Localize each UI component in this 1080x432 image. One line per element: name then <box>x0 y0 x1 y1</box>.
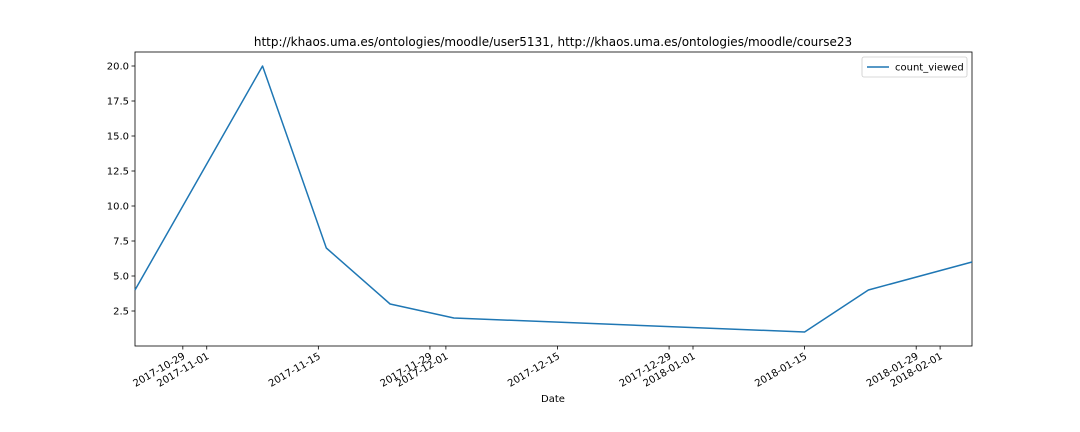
y-tick-label: 20.0 <box>107 62 129 73</box>
legend-box <box>861 56 968 78</box>
plot-frame <box>134 51 973 347</box>
y-tick-label: 5.0 <box>113 272 129 283</box>
y-tick-label: 7.5 <box>113 237 129 248</box>
x-tick-label: 2018-01-15 <box>753 351 809 390</box>
y-tick-label: 17.5 <box>107 97 129 108</box>
y-tick-label: 12.5 <box>107 167 129 178</box>
x-axis-label: Date <box>541 394 565 405</box>
y-axis: 2.5 5.0 7.5 10.0 12.5 15.0 17.5 20.0 <box>107 62 135 318</box>
legend: count_viewed <box>861 56 968 78</box>
legend-label: count_viewed <box>895 63 964 74</box>
x-tick-label: 2017-11-15 <box>267 351 323 390</box>
y-tick-label: 2.5 <box>113 307 129 318</box>
series-line-count-viewed <box>134 65 973 333</box>
chart-title: http://khaos.uma.es/ontologies/moodle/us… <box>254 35 852 49</box>
x-tick-label: 2017-12-15 <box>506 351 562 390</box>
y-tick-label: 10.0 <box>107 202 129 213</box>
plot-area <box>134 51 973 347</box>
y-tick-label: 15.0 <box>107 132 129 143</box>
